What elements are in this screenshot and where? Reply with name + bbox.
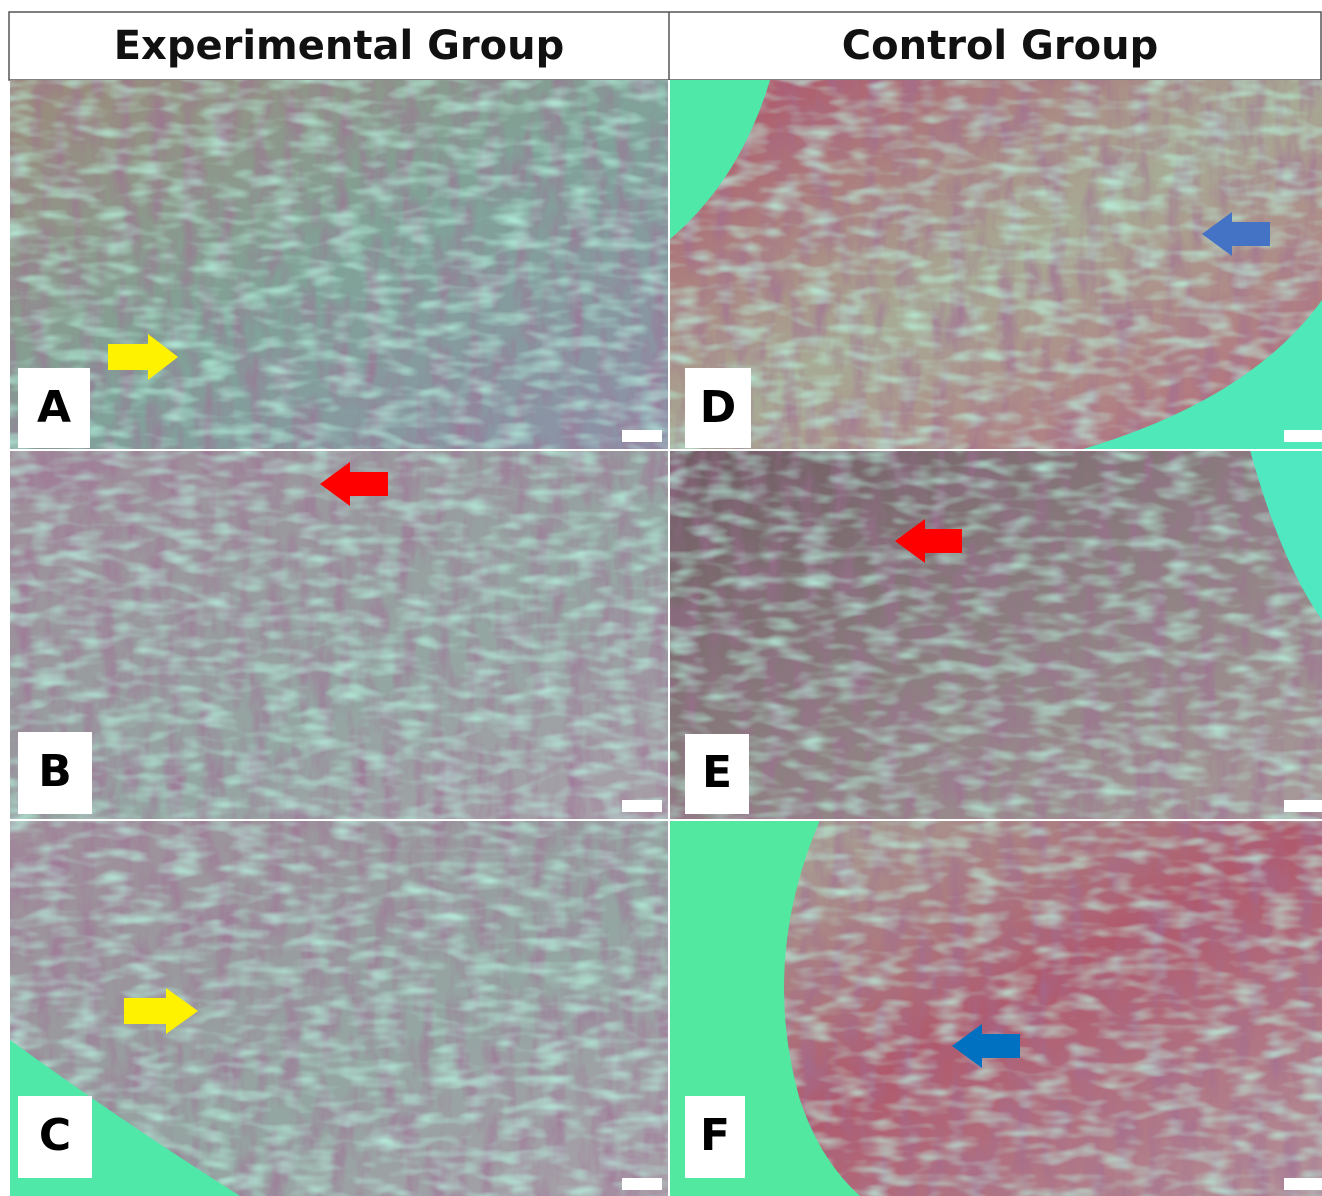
panel-b [10, 450, 669, 820]
panel-label: E [702, 747, 732, 798]
figure: Experimental Group Control Group [0, 0, 1322, 1196]
panel-f [669, 820, 1322, 1196]
panel-label: A [37, 382, 71, 433]
column-header: Experimental Group [114, 23, 565, 69]
column-header: Control Group [842, 23, 1158, 69]
panel-label: B [38, 746, 72, 797]
panel-e [669, 450, 1322, 820]
panel-label: D [700, 382, 737, 433]
panel-d [669, 80, 1322, 450]
panel-c [10, 820, 669, 1196]
panel-label: F [700, 1110, 730, 1161]
panel-label: C [39, 1110, 71, 1161]
panel-a [10, 80, 669, 450]
page: {"headers": ["Experimental Group", "Cont… [0, 0, 1322, 1196]
